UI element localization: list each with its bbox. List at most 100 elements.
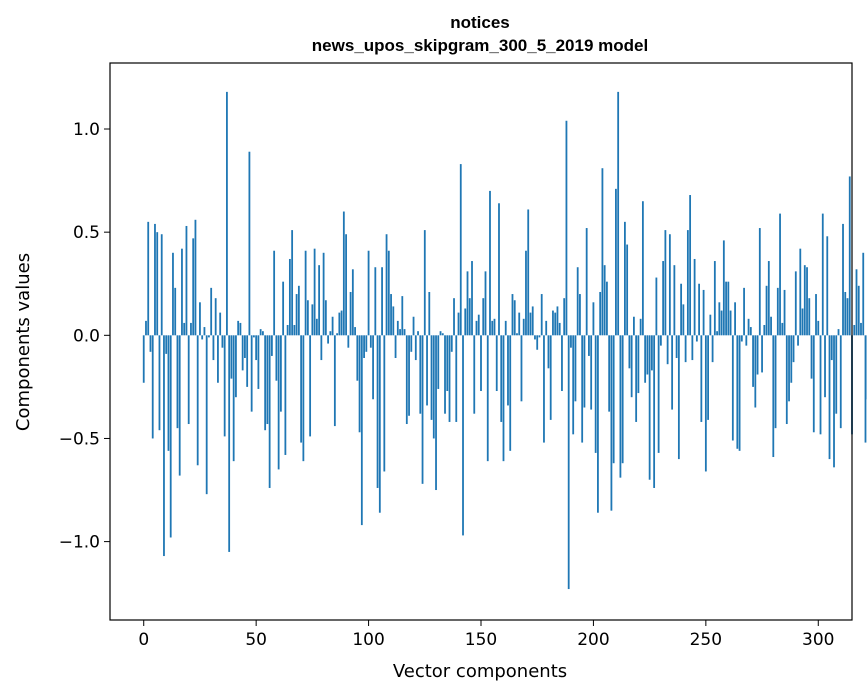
x-tick-label-300: 300 (802, 630, 834, 650)
bar-32 (214, 298, 217, 336)
bar-237 (675, 335, 678, 358)
bar-67 (293, 325, 296, 336)
bar-200 (592, 302, 595, 336)
bar-259 (725, 281, 727, 336)
bar-251 (707, 335, 709, 420)
bar-198 (588, 335, 590, 356)
bar-257 (720, 310, 723, 336)
y-tick-label-4: 1.0 (73, 120, 100, 140)
bar-153 (486, 335, 489, 462)
bar-183 (554, 312, 557, 336)
bar-245 (693, 258, 696, 336)
bar-45 (244, 335, 246, 358)
bar-109 (387, 250, 390, 336)
bar-187 (563, 298, 566, 336)
bar-127 (428, 291, 431, 336)
bar-137 (450, 335, 453, 352)
bar-124 (421, 335, 424, 484)
bar-96 (358, 335, 361, 433)
bar-290 (794, 271, 797, 336)
bar-21 (190, 322, 192, 336)
bar-276 (763, 325, 766, 336)
bar-89 (342, 211, 345, 336)
bar-199 (590, 335, 593, 410)
bar-275 (761, 335, 763, 373)
bar-135 (446, 335, 449, 392)
bar-166 (516, 333, 518, 336)
bar-39 (230, 335, 233, 379)
bar-161 (504, 320, 507, 336)
bar-320 (862, 252, 865, 336)
bar-228 (655, 277, 658, 336)
bar-214 (624, 221, 626, 336)
bar-174 (534, 335, 536, 340)
bar-267 (743, 287, 745, 336)
bar-179 (545, 320, 548, 336)
bar-207 (608, 335, 611, 412)
bar-229 (657, 335, 660, 453)
bar-171 (527, 209, 530, 336)
bar-235 (671, 335, 674, 410)
bar-269 (747, 318, 750, 336)
bar-169 (522, 318, 525, 336)
bar-307 (833, 335, 835, 468)
bar-83 (329, 331, 332, 336)
bar-61 (279, 335, 282, 412)
bar-52 (259, 329, 262, 336)
y-axis-label: Components values (13, 253, 34, 431)
bar-227 (653, 335, 656, 488)
bar-128 (430, 335, 433, 420)
bar-203 (599, 291, 602, 336)
bar-15 (176, 335, 179, 429)
bar-108 (385, 234, 388, 336)
bar-281 (774, 335, 777, 429)
bar-234 (668, 234, 671, 336)
bar-24 (196, 335, 199, 466)
bar-170 (525, 250, 527, 336)
bar-28 (205, 335, 208, 495)
bar-145 (468, 298, 471, 336)
bar-177 (540, 294, 543, 336)
bar-248 (700, 335, 703, 422)
bar-53 (262, 331, 264, 336)
bar-97 (360, 335, 363, 526)
bar-192 (574, 335, 577, 402)
bar-126 (426, 335, 428, 406)
bar-240 (682, 304, 685, 336)
bar-188 (565, 120, 568, 336)
bar-260 (727, 281, 730, 336)
bar-50 (255, 335, 258, 361)
bar-158 (498, 203, 500, 336)
bar-185 (558, 322, 561, 336)
bar-84 (331, 316, 334, 336)
bar-75 (311, 304, 314, 336)
x-tick-label-250: 250 (690, 630, 722, 650)
bar-296 (808, 298, 811, 336)
bar-202 (597, 335, 599, 513)
bar-42 (237, 320, 240, 336)
bar-131 (437, 335, 440, 389)
bar-210 (615, 188, 617, 336)
bar-305 (828, 335, 831, 460)
x-tick-label-100: 100 (352, 630, 384, 650)
bar-4 (151, 335, 154, 439)
bar-54 (264, 335, 267, 431)
bar-302 (821, 213, 824, 336)
bar-81 (324, 300, 327, 336)
y-tick-label-3: 0.5 (73, 223, 100, 243)
bar-201 (594, 335, 597, 453)
bar-37 (226, 91, 228, 336)
bar-55 (266, 335, 269, 425)
bar-291 (797, 335, 799, 346)
bar-72 (304, 250, 307, 336)
bar-285 (783, 289, 786, 336)
bar-43 (239, 322, 242, 336)
bar-59 (275, 335, 278, 381)
bar-190 (570, 335, 572, 348)
bar-132 (439, 331, 442, 336)
bar-309 (837, 329, 840, 336)
bar-310 (839, 335, 842, 429)
bar-249 (702, 289, 705, 336)
bar-8 (160, 234, 163, 336)
chart-title: notices (450, 13, 510, 32)
